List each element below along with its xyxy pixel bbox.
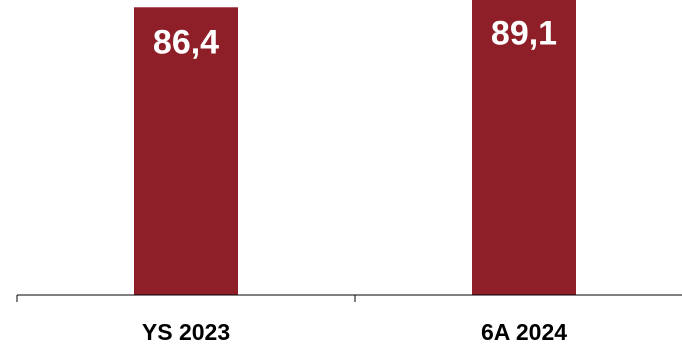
data-label: 89,1 [491,14,557,52]
category-label: YS 2023 [142,319,230,345]
bar-ys-2023 [134,7,238,296]
bar-6a-2024 [472,0,576,296]
bars-group: 86,4 89,1 [134,0,576,296]
data-label: 86,4 [153,23,219,61]
category-labels-group: YS 2023 6A 2024 [142,319,567,345]
category-label: 6A 2024 [481,319,567,345]
